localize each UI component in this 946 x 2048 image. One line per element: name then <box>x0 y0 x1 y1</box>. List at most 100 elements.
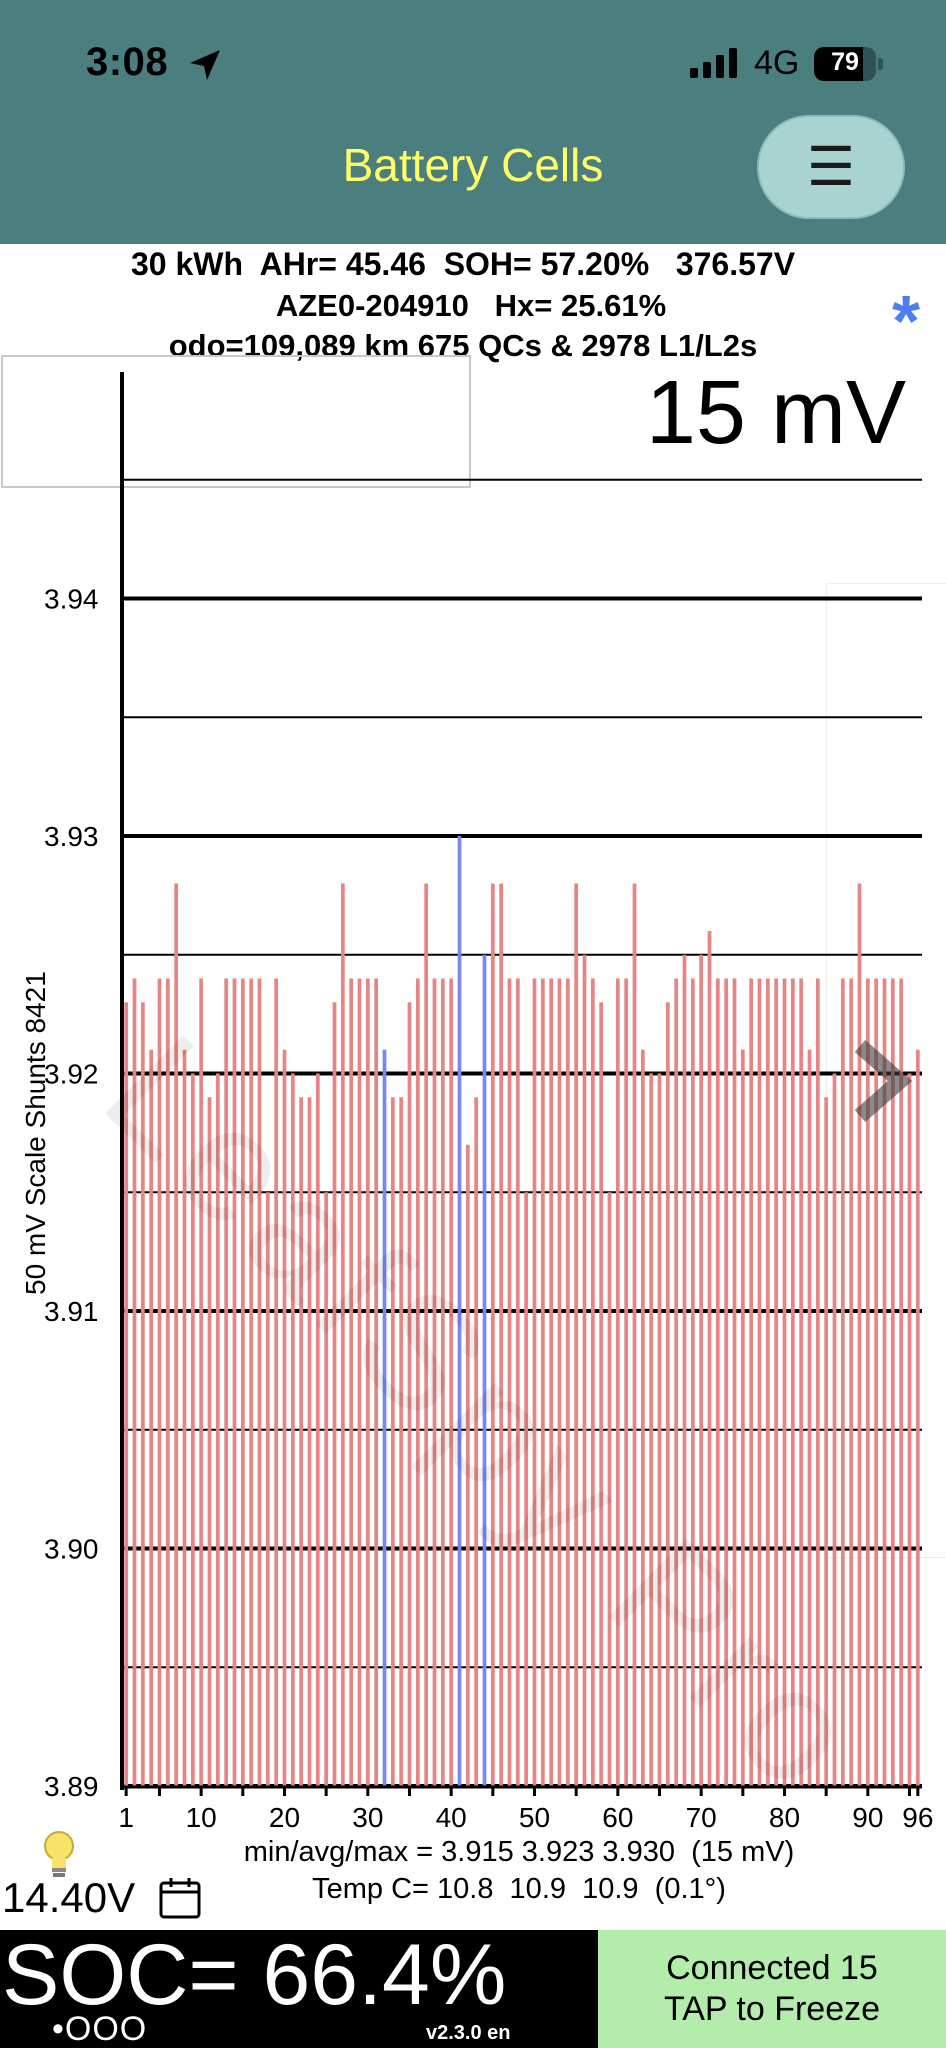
cell-bar <box>332 1002 337 1786</box>
cell-bar <box>632 883 637 1786</box>
y-tick-label: 3.92 <box>44 1059 99 1090</box>
cell-bar <box>857 883 862 1786</box>
cell-bar <box>315 1073 320 1786</box>
x-tick-label: 40 <box>436 1802 467 1833</box>
min-avg-max-line: min/avg/max = 3.915 3.923 3.930 (15 mV) <box>243 1836 795 1868</box>
cell-bar <box>599 1002 604 1786</box>
cell-bar <box>832 1073 837 1786</box>
app-version: v2.3.0 en <box>426 2022 511 2044</box>
cell-bar <box>207 1097 212 1786</box>
shunted-cell-bar <box>482 954 487 1786</box>
cell-bar <box>174 883 179 1786</box>
cell-bar <box>182 1049 187 1786</box>
cell-bar <box>565 978 570 1786</box>
shunted-cell-bar <box>457 836 462 1786</box>
cell-bar <box>415 978 420 1786</box>
cell-bar <box>407 1002 412 1786</box>
soc-readout: SOC= 66.4% <box>2 1927 507 2023</box>
y-tick-label: 3.93 <box>44 821 99 852</box>
y-tick-label: 3.90 <box>44 1534 99 1565</box>
cell-bar <box>540 978 545 1786</box>
y-tick-label: 3.94 <box>44 584 99 615</box>
x-tick-label: 10 <box>186 1802 217 1833</box>
cell-bar <box>190 1073 195 1786</box>
cell-bar <box>590 978 595 1786</box>
cell-bar <box>649 1073 654 1786</box>
ghost-touch-area[interactable] <box>1 355 471 488</box>
cell-bar <box>607 1192 612 1786</box>
freeze-button[interactable]: Connected 15 TAP to Freeze <box>598 1930 946 2048</box>
cell-bar <box>657 1073 662 1786</box>
x-tick-label: 96 <box>902 1802 933 1833</box>
cell-bar <box>249 978 254 1786</box>
network-type: 4G <box>754 44 800 82</box>
cell-bar <box>749 978 754 1786</box>
cell-bar <box>815 978 820 1786</box>
location-arrow-icon <box>190 50 220 80</box>
cell-bar <box>282 1049 287 1786</box>
y-tick-label: 3.89 <box>44 1771 99 1802</box>
y-tick-label: 3.91 <box>44 1296 99 1327</box>
cell-bar <box>874 978 879 1786</box>
cell-bar <box>515 978 520 1786</box>
cell-voltage-chart[interactable]: 3.89 3.90 3.91 3.92 3.93 3.94 1 10 20 30 40 50 60 70 8… <box>0 370 946 1850</box>
x-tick-label: 30 <box>352 1802 383 1833</box>
cell-bar <box>524 1192 529 1786</box>
cell-bar <box>882 978 887 1786</box>
freeze-hint: TAP to Freeze <box>663 1990 881 2028</box>
cell-bar <box>257 978 262 1786</box>
page-title: Battery Cells <box>342 139 604 191</box>
x-tick-label: 80 <box>769 1802 800 1833</box>
cell-bar <box>157 978 162 1786</box>
status-time: 3:08 <box>86 40 169 84</box>
cell-bar <box>890 978 895 1786</box>
cell-bar <box>640 1049 645 1786</box>
cell-bar <box>140 1002 145 1786</box>
cell-bar <box>765 978 770 1786</box>
x-tick-label: 60 <box>602 1802 633 1833</box>
cell-bar <box>390 1097 395 1786</box>
cell-bar <box>849 978 854 1786</box>
cell-bar <box>274 978 279 1786</box>
cell-bar <box>490 883 495 1786</box>
cell-bar <box>757 978 762 1786</box>
page-indicator[interactable]: •OOO <box>52 2010 148 2048</box>
x-tick-label: 1 <box>118 1802 134 1833</box>
battery-icon: 79 <box>814 47 884 81</box>
cell-bar <box>374 978 379 1786</box>
cell-bar <box>465 1144 470 1786</box>
y-axis-title: 50 mV Scale Shunts 8421 <box>20 971 51 1295</box>
connection-status: Connected 15 <box>666 1949 878 1988</box>
menu-icon: ☰ <box>806 137 856 197</box>
bluetooth-status-icon[interactable]: * <box>892 282 921 362</box>
cell-bar <box>674 978 679 1786</box>
light-bulb-icon[interactable] <box>42 1830 76 1880</box>
vin-health-line: AZE0-204910 Hx= 25.61% <box>275 288 667 323</box>
cell-bar <box>824 1097 829 1786</box>
cell-bar <box>165 978 170 1786</box>
next-page-chevron-icon[interactable] <box>852 1036 912 1126</box>
x-tick-label: 90 <box>852 1802 883 1833</box>
x-tick-label: 20 <box>269 1802 300 1833</box>
cell-bar <box>715 978 720 1786</box>
cell-bar <box>365 978 370 1786</box>
cell-bar <box>907 1073 912 1786</box>
x-tick-label: 50 <box>519 1802 550 1833</box>
cell-bar <box>432 978 437 1786</box>
cell-bar <box>690 978 695 1786</box>
cell-bar <box>132 978 137 1786</box>
cell-bar <box>865 978 870 1786</box>
temperature-line: Temp C= 10.8 10.9 10.9 (0.1°) <box>312 1873 726 1905</box>
menu-button[interactable]: ☰ <box>757 115 905 219</box>
cell-bar <box>840 978 845 1786</box>
cell-bar <box>799 978 804 1786</box>
cell-bar <box>474 1097 479 1786</box>
soc-panel[interactable]: SOC= 66.4% •OOO v2.3.0 en <box>0 1927 598 2048</box>
cell-bar <box>290 1073 295 1786</box>
cell-bar <box>124 1002 129 1786</box>
cell-bar <box>582 954 587 1786</box>
cell-bar <box>615 978 620 1786</box>
odometer-line: odo=109,089 km 675 QCs & 2978 L1/L2s <box>168 328 758 363</box>
calendar-icon[interactable] <box>158 1876 202 1920</box>
cell-bar <box>324 1192 329 1786</box>
